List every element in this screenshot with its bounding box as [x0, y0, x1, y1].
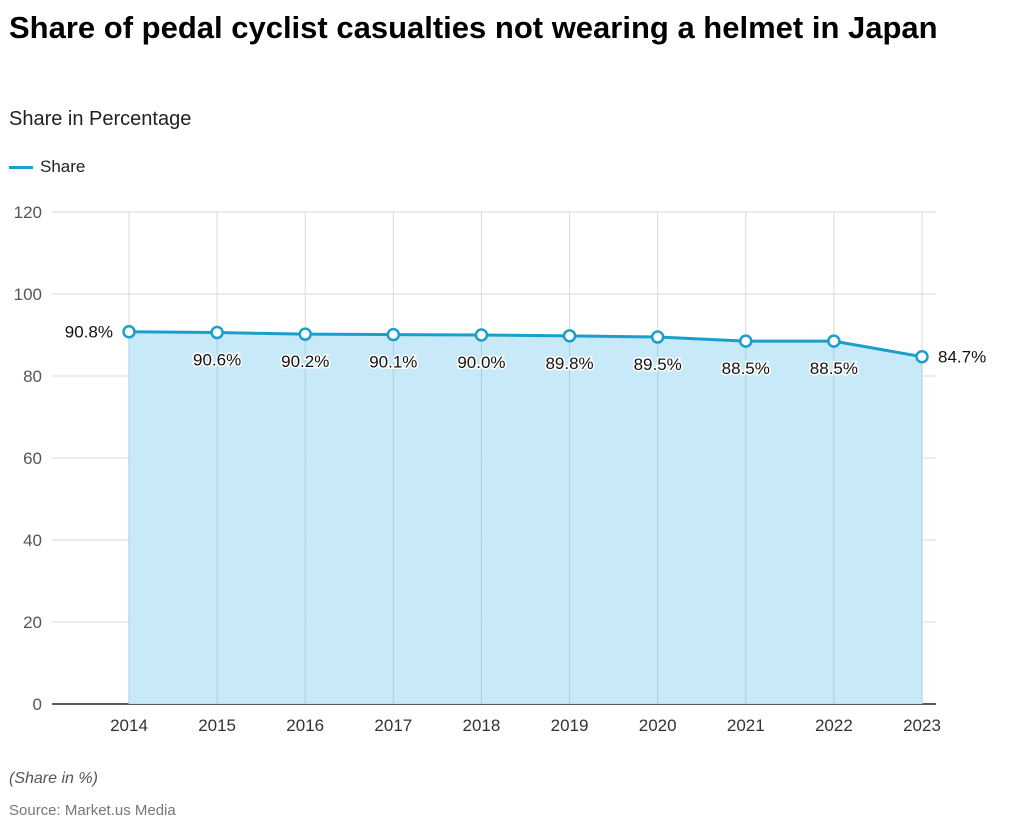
area-fill: [129, 331, 922, 704]
chart-subtitle: Share in Percentage: [9, 108, 192, 130]
data-point: [915, 349, 929, 364]
x-tick-label: 2020: [639, 716, 677, 735]
data-label: 88.5%: [810, 359, 858, 378]
y-tick-label: 80: [23, 367, 42, 386]
series-line: [128, 330, 923, 359]
data-point: [210, 325, 224, 340]
y-tick-label: 120: [14, 203, 42, 222]
x-tick-label: 2023: [903, 716, 941, 735]
x-tick-label: 2016: [286, 716, 324, 735]
data-label: 90.0%: [457, 353, 505, 372]
x-tick-label: 2022: [815, 716, 853, 735]
data-label: 89.8%: [545, 354, 593, 373]
chart-title: Share of pedal cyclist casualties not we…: [9, 10, 938, 45]
x-tick-label: 2017: [374, 716, 412, 735]
chart-note: (Share in %): [9, 770, 98, 787]
data-point: [562, 329, 577, 343]
data-label: 89.5%: [634, 355, 682, 374]
x-tick-label: 2014: [110, 716, 148, 735]
data-point: [474, 328, 489, 342]
data-label: 90.2%: [281, 352, 329, 371]
legend-swatch: [9, 165, 33, 169]
data-point: [739, 334, 753, 348]
y-tick-label: 60: [23, 449, 42, 468]
legend-label: Share: [40, 157, 86, 176]
y-tick-label: 100: [14, 285, 42, 304]
x-tick-label: 2018: [463, 716, 501, 735]
data-label: 84.7%: [938, 348, 986, 367]
data-point: [386, 327, 401, 342]
data-point: [122, 324, 136, 339]
chart-source: Source: Market.us Media: [9, 802, 176, 819]
legend: Share: [9, 157, 85, 177]
data-point: [650, 330, 665, 344]
data-label: 88.5%: [722, 359, 770, 378]
x-tick-label: 2015: [198, 716, 236, 735]
x-tick-label: 2019: [551, 716, 589, 735]
data-point: [298, 327, 312, 341]
y-tick-label: 20: [23, 613, 42, 632]
y-tick-label: 40: [23, 531, 42, 550]
x-tick-label: 2021: [727, 716, 765, 735]
data-label: 90.8%: [65, 323, 113, 342]
data-point: [827, 334, 841, 348]
y-tick-label: 0: [33, 695, 42, 714]
data-label: 90.6%: [193, 351, 241, 370]
data-label: 90.1%: [369, 353, 417, 372]
